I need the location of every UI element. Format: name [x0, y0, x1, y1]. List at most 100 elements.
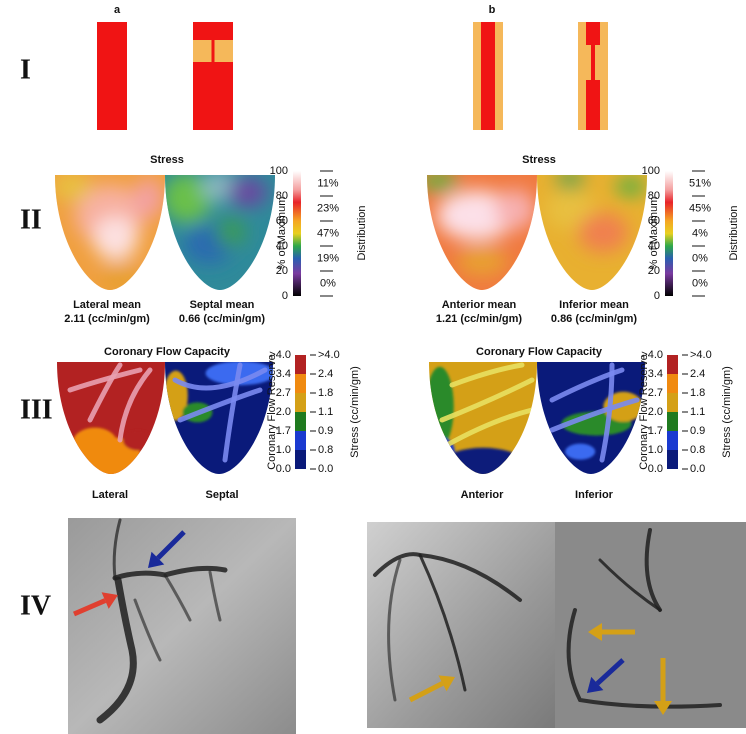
- vessel: [112, 518, 122, 580]
- heart-blob: [427, 175, 458, 191]
- cfr-label: Coronary Flow Reserve: [266, 354, 278, 470]
- color-bar-tick: 20: [276, 265, 288, 277]
- arrow-head: [654, 701, 672, 715]
- cfc-map-label: Lateral: [92, 489, 128, 501]
- model-core: [586, 22, 600, 130]
- stress-tick: 2.4: [318, 368, 333, 380]
- heart-blob: [457, 246, 507, 277]
- heart-blob: [216, 217, 246, 248]
- cfr-tick: 1.0: [276, 444, 291, 456]
- row-label: II: [20, 204, 42, 235]
- cfc-color-band: [667, 431, 678, 450]
- heart-map: [165, 362, 273, 474]
- cfc-color-band: [667, 393, 678, 412]
- heart-map: [537, 362, 645, 474]
- vessel-overlay: [87, 362, 123, 423]
- heart-map: [427, 175, 537, 290]
- cfc-map-label: Inferior: [575, 489, 614, 501]
- row-label: IV: [20, 590, 51, 621]
- heart-map: [537, 175, 647, 290]
- stress-tick: 1.1: [690, 406, 705, 418]
- cfr-tick: 1.7: [276, 425, 291, 437]
- cfr-tick: 2.7: [276, 387, 291, 399]
- heart-map: [57, 362, 165, 474]
- heart-blob: [133, 178, 164, 218]
- heart-blob: [495, 189, 535, 230]
- vessel-overlay: [177, 387, 263, 423]
- row-label: III: [20, 394, 53, 425]
- heart-blob: [516, 442, 537, 473]
- stress-tick: 1.8: [690, 387, 705, 399]
- color-bar-tick: 100: [270, 165, 288, 177]
- color-bar-tick: 100: [642, 165, 660, 177]
- panel: b Stress 100 80 60 40 20 0 % of Maximum 51% 45% 4% 0…: [427, 4, 740, 501]
- stress-scale-label: Stress (cc/min/gm): [349, 366, 361, 458]
- arrow-shaft: [73, 598, 107, 617]
- color-bar-tick: 40: [276, 240, 288, 252]
- vessel: [598, 558, 662, 612]
- arrow-head: [438, 675, 455, 692]
- vessel-overlay: [222, 362, 243, 463]
- heart-blob: [429, 366, 454, 447]
- color-bar-label: % of Maximum: [648, 197, 660, 270]
- vessel-overlay: [172, 367, 268, 391]
- arrow-head: [588, 623, 602, 641]
- heart-blob: [55, 175, 92, 202]
- cfc-color-band: [295, 393, 306, 412]
- color-bar-tick: 60: [276, 215, 288, 227]
- map-mean-name: Inferior mean: [559, 299, 629, 311]
- color-bar-tick: 80: [276, 190, 288, 202]
- cfc-color-band: [295, 412, 306, 431]
- distribution-value: 47%: [317, 227, 339, 239]
- model-bar: [97, 22, 127, 130]
- color-bar-tick: 0: [282, 290, 288, 302]
- color-bar-tick: 80: [648, 190, 660, 202]
- panel-letter: b: [489, 4, 496, 16]
- heart-blob: [578, 212, 628, 253]
- cfc-map-label: Anterior: [461, 489, 505, 501]
- color-bar-tick: 20: [648, 265, 660, 277]
- heart-blob: [565, 443, 596, 460]
- map-mean-value: 0.66 (cc/min/gm): [179, 313, 266, 325]
- vessel: [644, 528, 662, 612]
- stress-tick: 0.0: [318, 463, 333, 475]
- distribution-value: 0%: [320, 277, 336, 289]
- arrow-head: [148, 551, 165, 568]
- panel-letter: a: [114, 4, 121, 16]
- vessel: [133, 598, 162, 662]
- heart-blobs: [72, 427, 153, 474]
- stress-tick: 0.0: [690, 463, 705, 475]
- stress-tick: 0.9: [318, 425, 333, 437]
- cfr-tick: 2.0: [276, 406, 291, 418]
- heart-blob: [93, 216, 138, 261]
- distribution-value: 19%: [317, 252, 339, 264]
- cfr-tick: 2.7: [648, 387, 663, 399]
- vessel: [163, 573, 192, 622]
- arrow-head: [101, 592, 118, 609]
- vessel: [566, 608, 722, 709]
- vessel-overlay: [449, 362, 525, 388]
- vessel-overlay: [444, 407, 535, 448]
- heart-blob: [443, 447, 523, 474]
- cfr-tick: 0.0: [648, 463, 663, 475]
- vessel: [208, 570, 222, 622]
- vessel: [96, 576, 137, 724]
- vessel-overlay: [549, 397, 640, 433]
- arrow-head: [587, 676, 604, 693]
- stress-tick: >4.0: [318, 349, 340, 361]
- stress-tick: 0.8: [690, 444, 705, 456]
- heart-map: [165, 175, 275, 290]
- vessel: [387, 558, 402, 702]
- distribution-value: 0%: [692, 277, 708, 289]
- distribution-value: 51%: [689, 177, 711, 189]
- vessel-overlay: [599, 362, 615, 463]
- map-mean-name: Lateral mean: [73, 299, 141, 311]
- color-bar-label: % of Maximum: [276, 197, 288, 270]
- cfr-tick: 1.0: [648, 444, 663, 456]
- cfr-tick: 3.4: [648, 368, 663, 380]
- heart-blob: [72, 427, 117, 458]
- cfc-color-band: [295, 431, 306, 450]
- color-bar: [665, 171, 673, 296]
- cfc-color-band: [667, 412, 678, 431]
